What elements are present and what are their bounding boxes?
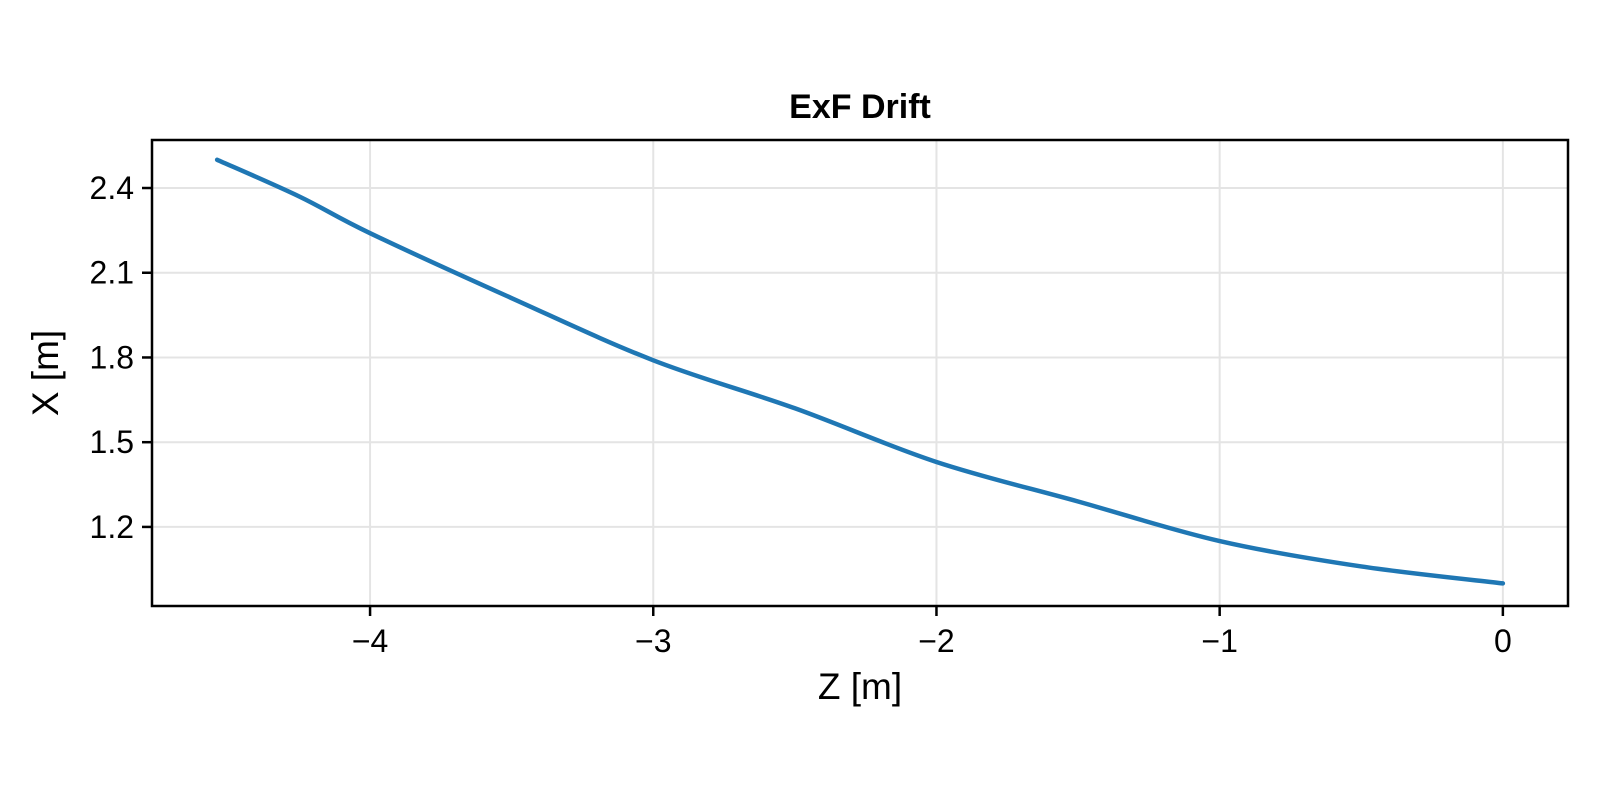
grid-layer <box>152 140 1568 606</box>
data-line <box>214 157 1506 586</box>
x-tick-label: −1 <box>1201 623 1237 659</box>
tick-layer: −4 −3 −2 −1 0 1.2 1.5 1.8 2.1 2.4 <box>90 170 1512 659</box>
y-tick-label: 2.1 <box>90 255 134 291</box>
series-layer <box>214 157 1506 586</box>
y-tick-label: 1.2 <box>90 509 134 545</box>
x-tick-label: −4 <box>352 623 388 659</box>
y-axis-label: X [m] <box>25 330 66 416</box>
x-tick-label: 0 <box>1494 623 1512 659</box>
x-tick-label: −2 <box>918 623 954 659</box>
x-tick-label: −3 <box>635 623 671 659</box>
label-layer: ExF Drift Z [m] X [m] <box>25 88 931 707</box>
y-tick-label: 1.8 <box>90 339 134 375</box>
chart-title: ExF Drift <box>789 88 931 126</box>
x-axis-label: Z [m] <box>818 666 902 707</box>
y-tick-label: 1.5 <box>90 424 134 460</box>
plot-frame <box>150 138 1570 608</box>
y-tick-label: 2.4 <box>90 170 134 206</box>
